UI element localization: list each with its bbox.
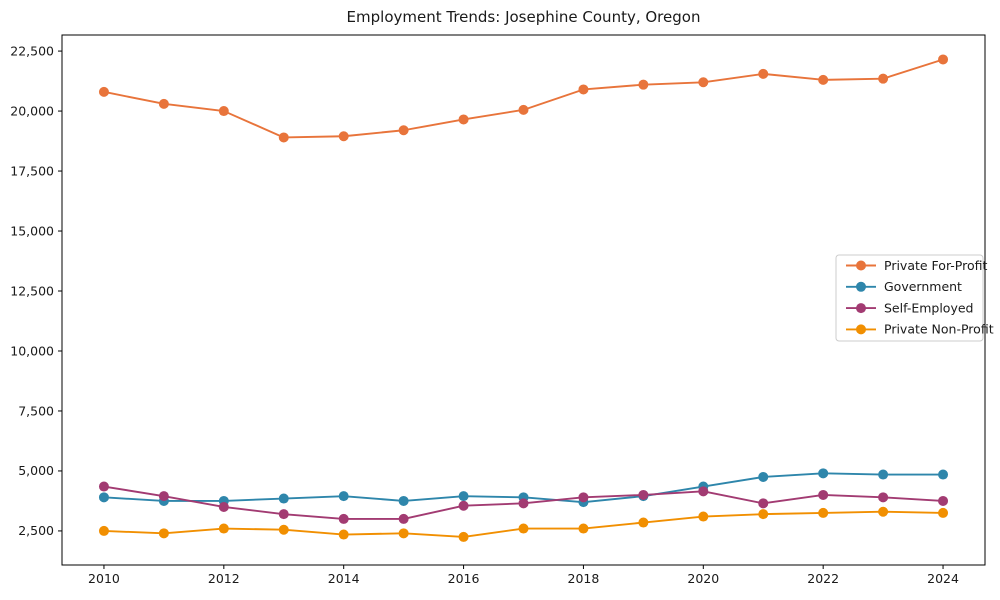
data-point-marker <box>218 501 229 512</box>
x-tick-label: 2010 <box>88 571 120 586</box>
data-point-marker <box>338 131 349 142</box>
legend-entry-private-non-profit: Private Non-Profit <box>846 322 994 337</box>
data-point-marker <box>218 106 229 117</box>
data-point-marker <box>338 529 349 540</box>
data-point-marker <box>458 531 469 542</box>
data-point-marker <box>518 498 529 509</box>
legend-box <box>835 254 984 342</box>
y-tick-label: 2,500 <box>18 523 54 538</box>
legend-entry-government: Government <box>846 279 962 294</box>
x-axis: 2010 2012 2014 2016 2018 2020 2022 2024 <box>88 565 959 586</box>
data-point-marker <box>938 507 949 518</box>
legend-label: Government <box>884 279 962 294</box>
data-point-marker <box>578 523 589 534</box>
legend-entry-private-for-profit: Private For-Profit <box>846 258 987 273</box>
series-line <box>103 58 944 139</box>
x-tick-label: 2012 <box>208 571 240 586</box>
x-tick-label: 2024 <box>927 571 959 586</box>
plot-border <box>61 34 986 566</box>
y-tick-label: 7,500 <box>18 403 54 418</box>
legend-marker <box>856 303 866 314</box>
data-point-marker <box>878 506 889 517</box>
data-point-marker <box>458 114 469 125</box>
data-point-marker <box>278 524 289 535</box>
data-point-marker <box>398 495 409 506</box>
data-point-marker <box>458 491 469 502</box>
data-point-marker <box>938 495 949 506</box>
data-point-marker <box>458 500 469 511</box>
chart-title: Employment Trends: Josephine County, Ore… <box>346 8 701 26</box>
data-point-marker <box>398 528 409 539</box>
data-point-marker <box>98 492 109 503</box>
data-point-marker <box>398 125 409 136</box>
data-point-marker <box>158 528 169 539</box>
data-point-marker <box>758 471 769 482</box>
data-point-marker <box>818 74 829 85</box>
data-point-marker <box>818 507 829 518</box>
series-self-employed <box>98 481 949 524</box>
data-point-marker <box>758 68 769 79</box>
data-point-marker <box>578 84 589 95</box>
legend-label: Private Non-Profit <box>884 322 994 337</box>
data-point-marker <box>698 77 709 88</box>
data-point-marker <box>278 132 289 143</box>
data-point-marker <box>878 73 889 84</box>
y-tick-label: 20,000 <box>10 103 54 118</box>
data-point-marker <box>158 491 169 502</box>
data-point-marker <box>98 481 109 492</box>
x-tick-label: 2014 <box>328 571 360 586</box>
legend-entry-self-employed: Self-Employed <box>846 300 973 315</box>
series-private-non-profit <box>98 506 949 542</box>
y-axis: 2,500 5,000 7,500 10,000 12,500 15,000 17,500 2… <box>10 43 62 538</box>
legend-label: Private For-Profit <box>884 258 987 273</box>
data-point-marker <box>158 98 169 109</box>
data-point-marker <box>878 492 889 503</box>
x-tick-label: 2020 <box>687 571 719 586</box>
x-tick-label: 2016 <box>448 571 480 586</box>
x-tick-label: 2022 <box>807 571 839 586</box>
data-point-marker <box>578 492 589 503</box>
y-tick-label: 17,500 <box>10 163 54 178</box>
data-point-marker <box>938 54 949 65</box>
data-point-marker <box>98 525 109 536</box>
y-tick-label: 22,500 <box>10 43 54 58</box>
data-point-marker <box>638 517 649 528</box>
data-point-marker <box>758 498 769 509</box>
data-point-marker <box>698 511 709 522</box>
legend: Private For-Profit Government Self-Employe… <box>835 254 994 342</box>
data-point-marker <box>818 489 829 500</box>
y-tick-label: 10,000 <box>10 343 54 358</box>
y-tick-label: 5,000 <box>18 463 54 478</box>
series-private-for-profit <box>98 54 949 143</box>
legend-label: Self-Employed <box>884 300 973 315</box>
data-point-marker <box>398 513 409 524</box>
data-point-marker <box>338 491 349 502</box>
data-point-marker <box>938 469 949 480</box>
data-point-marker <box>638 79 649 90</box>
data-point-marker <box>698 486 709 497</box>
x-tick-label: 2018 <box>568 571 600 586</box>
legend-marker <box>856 260 866 271</box>
axes <box>61 34 986 566</box>
data-point-marker <box>518 104 529 115</box>
data-point-marker <box>758 509 769 520</box>
data-point-marker <box>218 523 229 534</box>
legend-marker <box>856 324 866 335</box>
data-point-marker <box>338 513 349 524</box>
data-point-marker <box>278 509 289 520</box>
y-tick-label: 15,000 <box>10 223 54 238</box>
data-point-marker <box>518 523 529 534</box>
legend-marker <box>856 281 866 292</box>
data-point-marker <box>818 468 829 479</box>
data-point-marker <box>878 469 889 480</box>
data-point-marker <box>278 493 289 504</box>
data-point-marker <box>98 86 109 97</box>
y-tick-label: 12,500 <box>10 283 54 298</box>
data-point-marker <box>638 489 649 500</box>
